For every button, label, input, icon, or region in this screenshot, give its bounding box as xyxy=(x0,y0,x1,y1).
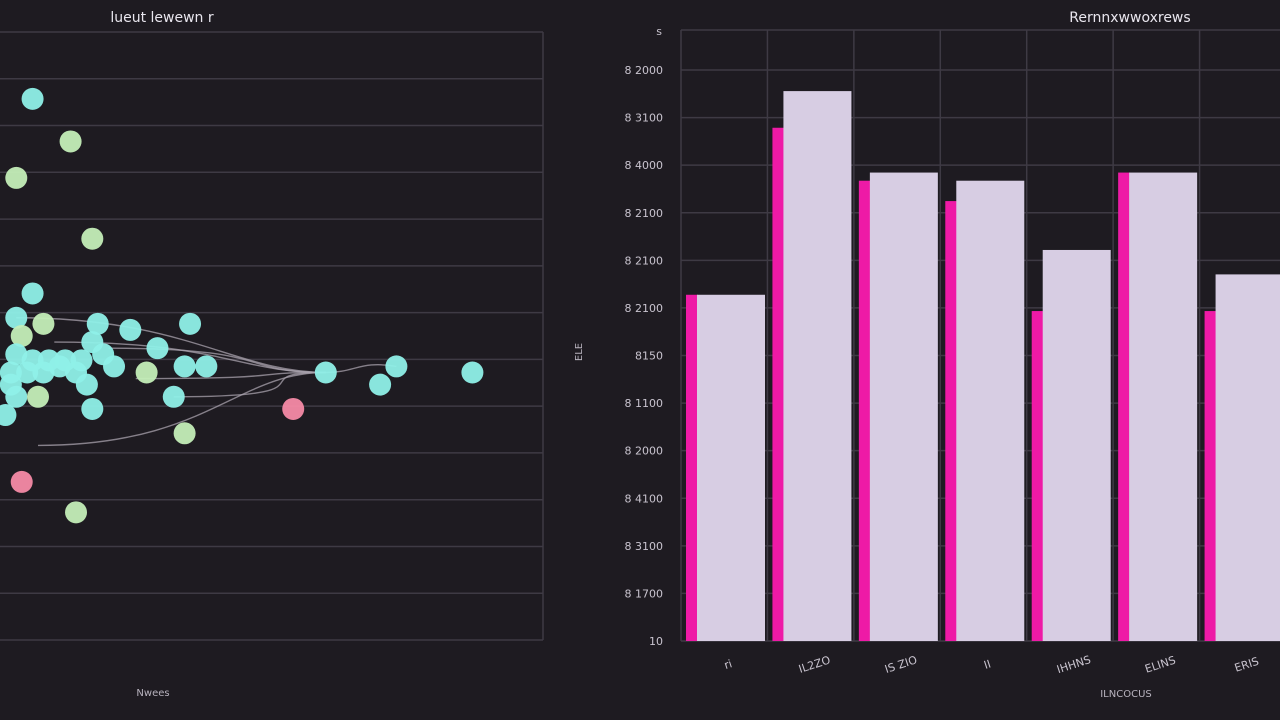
scatter-x-axis-label: Nwees xyxy=(136,688,169,699)
bar-y-tick-label: 8 2000 xyxy=(625,64,664,77)
scatter-connector-curve xyxy=(16,317,326,374)
scatter-point xyxy=(27,385,50,408)
bar-y-tick-label: 8 2100 xyxy=(625,207,664,220)
scatter-point xyxy=(369,373,392,396)
bar-y-tick-label: 8 4100 xyxy=(625,492,664,505)
scatter-point xyxy=(5,166,28,189)
bar-y-tick-label: 8 3100 xyxy=(625,112,664,125)
scatter-point xyxy=(314,361,337,384)
bar-x-tick-label: II xyxy=(982,657,992,671)
scatter-point xyxy=(86,312,109,335)
bar-y-tick-label: 8 2100 xyxy=(625,302,664,315)
scatter-point xyxy=(5,306,28,329)
bar-accent xyxy=(1118,172,1131,642)
scatter-point xyxy=(81,227,104,250)
scatter-point xyxy=(103,355,126,378)
scatter-connector-curve xyxy=(173,371,326,398)
bar-x-tick-label: IS ZIO xyxy=(883,653,919,676)
bar-y-tick-label: 8 1700 xyxy=(625,587,664,600)
bar-y-tick-label: 8 2000 xyxy=(625,445,664,458)
scatter-point xyxy=(75,373,98,396)
scatter-point xyxy=(461,361,484,384)
scatter-point xyxy=(16,361,39,384)
bar-y-tick-label: 8 1100 xyxy=(625,397,664,410)
scatter-point xyxy=(162,385,185,408)
bar xyxy=(1042,249,1111,641)
scatter-point xyxy=(59,130,82,153)
bar-y-axis-label: ELE xyxy=(574,343,585,361)
scatter-point xyxy=(119,318,142,341)
bar xyxy=(956,180,1025,642)
scatter-chart-title: lueut lewewn r xyxy=(110,10,214,26)
scatter-point xyxy=(282,397,305,420)
scatter-point xyxy=(179,312,202,335)
bar-x-tick-label: IHHNS xyxy=(1055,653,1092,676)
scatter-point xyxy=(21,282,44,305)
bar-y-tick-label: 10 xyxy=(649,635,663,648)
bar-y-tick-label: 8 2100 xyxy=(625,254,664,267)
bar-y-tick-label: 8150 xyxy=(635,350,663,363)
bar xyxy=(1215,274,1280,641)
scatter-points xyxy=(0,87,484,524)
bar-accent xyxy=(858,180,871,642)
scatter-point xyxy=(0,404,17,427)
scatter-point xyxy=(10,325,33,347)
scatter-gridlines xyxy=(0,31,544,641)
scatter-point xyxy=(65,501,88,524)
bar-x-tick-label: ERIS xyxy=(1233,655,1261,675)
bar xyxy=(869,172,938,642)
bar-series xyxy=(686,91,1280,642)
bar-x-tick-label: ELINS xyxy=(1143,654,1177,676)
scatter-point xyxy=(173,355,196,378)
bar-x-axis-label: ILNCOCUS xyxy=(1100,689,1152,700)
bar-accent xyxy=(1031,311,1044,641)
scatter-point xyxy=(21,87,44,110)
bar-chart-title: Rernnxwwoxrews xyxy=(1069,10,1190,26)
bar-y-tick-label: 8 4000 xyxy=(625,159,664,172)
scatter-point xyxy=(10,470,33,493)
bar xyxy=(783,91,852,642)
bar-accent xyxy=(945,201,958,641)
scatter-point xyxy=(385,355,408,378)
bar-x-tick-label: IL2ZO xyxy=(797,653,832,676)
bar-y-tick-label: 8 3100 xyxy=(625,540,664,553)
scatter-point xyxy=(81,397,104,420)
scatter-point xyxy=(173,422,196,445)
scatter-connector-curve xyxy=(135,371,326,380)
scatter-connector-curve xyxy=(38,371,326,447)
scatter-point xyxy=(195,355,218,378)
scatter-point xyxy=(135,361,158,384)
bar xyxy=(1129,172,1198,642)
bar-x-tick-labels: ri IL2ZO IS ZIO II IHHNS ELINS ERIS xyxy=(723,653,1261,676)
bar-accent xyxy=(686,294,698,641)
bar-y-tick-label: s xyxy=(656,25,662,38)
scatter-point xyxy=(146,337,169,360)
bar-accent xyxy=(1204,311,1217,641)
bar xyxy=(697,294,765,641)
bar-y-tick-labels: 8 2000 8 3100 8 4000 8 2100 8 2100 8 2100 8150… xyxy=(625,25,664,648)
bar-accent xyxy=(772,127,785,641)
bar-x-tick-label: ri xyxy=(723,657,734,672)
scatter-point xyxy=(5,385,28,408)
scatter-point xyxy=(32,312,55,335)
